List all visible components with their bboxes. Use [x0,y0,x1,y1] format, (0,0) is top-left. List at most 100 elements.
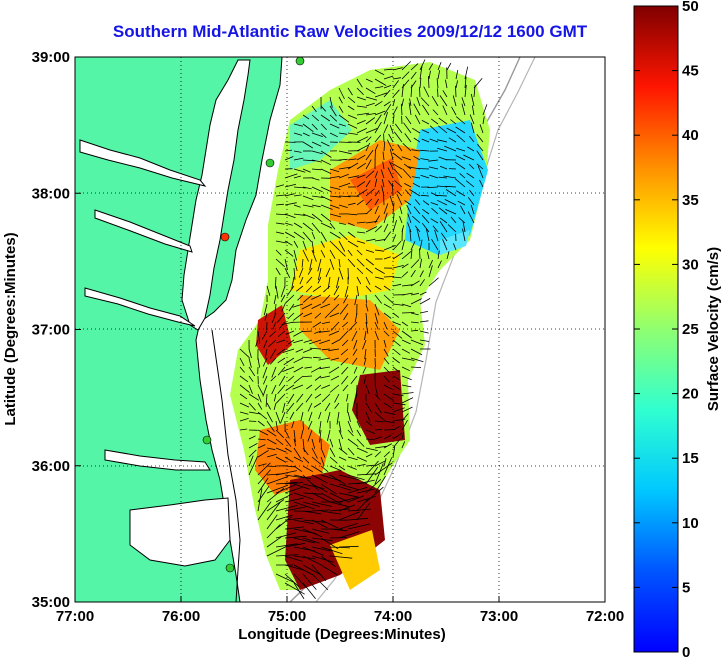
velocity-vector [392,67,403,71]
velocity-vector [323,285,331,293]
velocity-vector [266,536,282,548]
velocity-vector [383,393,394,401]
velocity-vector [383,212,388,224]
velocity-vector [318,420,322,434]
velocity-vector [239,384,250,393]
velocity-vector [410,357,424,363]
velocity-vector [356,249,363,256]
velocity-vector [365,113,376,116]
velocity-vector [401,339,411,345]
velocity-vector [302,474,319,491]
potomac-river [79,139,207,187]
velocity-vector [329,456,338,464]
velocity-vector [329,465,342,472]
velocity-vector [293,168,306,173]
velocity-vector [383,75,394,80]
velocity-vector [321,321,331,324]
velocity-vector [320,168,332,174]
velocity-vector [276,393,286,404]
velocity-vector [419,298,431,305]
velocity-vector [280,411,286,424]
velocity-vector [351,357,358,365]
velocity-vector [291,276,295,289]
velocity-vector [262,384,268,397]
velocity-vector [356,221,366,224]
velocity-vector [365,453,373,458]
velocity-vector [467,211,475,224]
velocity-vector [311,546,331,552]
velocity-vector [329,176,340,179]
y-tick-label: 39:00 [32,49,70,66]
velocity-vector [309,339,322,345]
velocity-vector [419,339,430,342]
velocity-vector [356,136,369,143]
velocity-vector [354,294,358,306]
velocity-vector [329,508,351,512]
velocity-vector [275,258,285,267]
velocity-vector [257,477,269,494]
velocity-vector [456,147,466,152]
velocity-vector [419,291,427,296]
velocity-vector [257,384,264,396]
velocity-vector [305,393,313,403]
velocity-vector [392,393,404,397]
velocity-vector [293,501,315,510]
velocity-vector [352,348,358,356]
velocity-vector [399,216,403,224]
velocity-vector [356,112,370,116]
velocity-vector [293,258,298,272]
velocity-vector [383,285,391,291]
velocity-vector [311,555,335,563]
velocity-vector [295,348,304,353]
velocity-vector [364,348,367,360]
velocity-vector [302,546,324,556]
velocity-vector [289,411,295,420]
velocity-vector [383,434,392,440]
velocity-vector [329,447,336,458]
velocity-vector [392,330,403,339]
grid-lines [75,57,605,602]
velocity-vector [268,339,277,347]
velocity-vector [374,225,382,233]
velocity-vector [248,420,257,422]
velocity-vector [320,222,333,229]
velocity-vector [284,429,290,439]
velocity-vector [329,384,340,393]
velocity-vector [383,312,392,319]
velocity-vector [410,249,413,260]
velocity-vector [239,418,249,422]
velocity-vector [383,451,390,458]
y-tick-label: 35:00 [32,594,70,611]
velocity-vector [450,119,457,125]
velocity-vector [276,348,286,356]
velocity-vector [421,129,430,134]
velocity-vector [347,87,353,96]
velocity-vector [383,294,394,304]
velocity-vector [383,68,393,71]
velocity-vector [400,103,403,116]
velocity-vector [404,183,412,188]
velocity-vector [307,402,313,412]
velocity-vector [406,204,412,215]
velocity-vector [257,469,271,485]
velocity-vector [273,402,277,411]
velocity-vector [271,366,277,378]
velocity-vector [302,501,321,507]
velocity-vector [365,149,374,161]
velocity-vector [374,428,383,431]
velocity-vector [356,231,366,234]
velocity-vector [401,292,413,296]
velocity-vector [287,393,295,405]
velocity-vector [338,123,346,127]
velocity-vector [404,133,412,143]
velocity-vector [444,145,457,152]
velocity-vector [392,219,397,233]
velocity-vector [347,231,356,238]
velocity-vector [409,189,421,197]
velocity-vector [293,366,304,373]
velocity-vector [383,339,387,348]
velocity-vector [284,183,296,188]
velocity-vector [311,114,319,122]
velocity-vector [341,375,349,385]
velocity-vector [248,357,252,368]
